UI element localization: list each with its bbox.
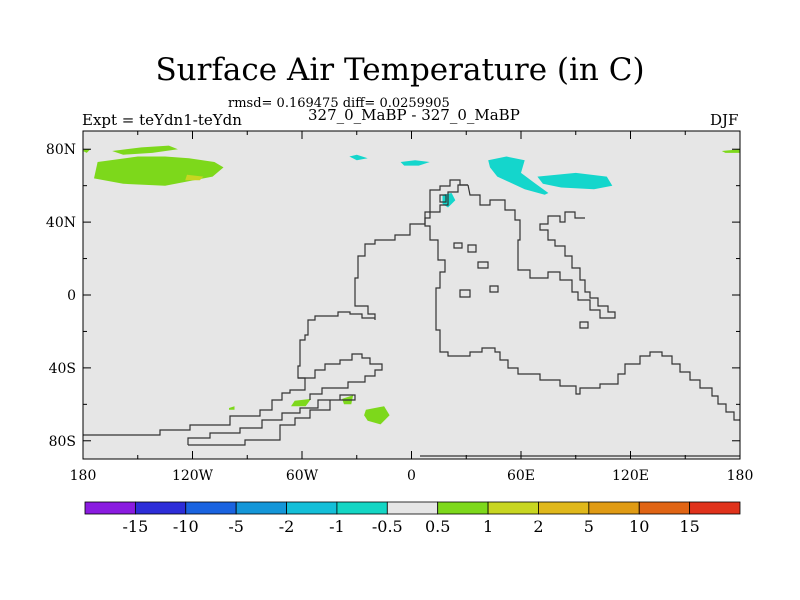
- coastline-island-7: [439, 194, 447, 203]
- coastline-island-6: [579, 321, 589, 329]
- anomaly-region-6: [537, 172, 613, 190]
- x-tick-label: 120W: [172, 468, 214, 484]
- stats-label: rmsd= 0.169475 diff= 0.0259905: [228, 96, 450, 111]
- colorbar-swatch-6: [386, 501, 439, 515]
- colorbar-label: -0.5: [372, 517, 403, 536]
- colorbar-label: 1: [483, 517, 493, 536]
- coastline-island-5: [489, 285, 499, 293]
- experiment-label: Expt = teYdn1-teYdn: [82, 111, 242, 129]
- coastline-baja: [187, 394, 356, 446]
- anomaly-regions: [83, 145, 740, 425]
- colorbar-label: 5: [584, 517, 594, 536]
- coastline-island-2: [467, 244, 477, 253]
- coastline-island-3: [477, 261, 489, 269]
- y-tick-label: 40S: [49, 361, 76, 377]
- coastline-africa: [424, 184, 740, 421]
- axis-ticks: 180 120W 60W 0 60E 120E 180 80N 40N 0 40S 80S: [46, 131, 753, 484]
- colorbar-label: 10: [629, 517, 649, 536]
- anomaly-region-2: [112, 145, 178, 155]
- coastline-eurasia: [467, 184, 616, 319]
- colorbar-swatch-11: [638, 501, 691, 515]
- colorbar-label: 2: [533, 517, 543, 536]
- colorbar: -15 -10 -5 -2 -1 -0.5 0.5 1 2 5 10 15: [84, 501, 741, 536]
- colorbar-swatch-9: [538, 501, 590, 515]
- x-tick-label: 120E: [612, 468, 649, 484]
- x-tick-label: 180: [70, 468, 97, 484]
- y-tick-label: 0: [67, 288, 76, 304]
- colorbar-label: -1: [329, 517, 345, 536]
- coastline-island-1: [453, 242, 463, 249]
- y-tick-label: 40N: [46, 215, 76, 231]
- colorbar-label: -15: [123, 517, 149, 536]
- colorbar-swatch-12: [689, 501, 741, 515]
- anomaly-region-11: [291, 398, 312, 407]
- coastline-south-america: [298, 353, 383, 400]
- colorbar-swatch-2: [185, 501, 237, 515]
- comparison-label: 327_0_MaBP - 327_0_MaBP: [308, 106, 520, 124]
- colorbar-swatch-4: [286, 501, 338, 515]
- x-tick-label: 60E: [507, 468, 535, 484]
- colorbar-label: -5: [228, 517, 244, 536]
- anomaly-region-5: [488, 156, 549, 195]
- coastlines: [83, 179, 740, 457]
- colorbar-swatch-0: [84, 501, 136, 515]
- colorbar-swatch-5: [336, 501, 388, 515]
- coastline-island-4: [459, 289, 471, 298]
- x-tick-label: 60W: [286, 468, 319, 484]
- map-background: [83, 131, 740, 459]
- colorbar-swatch-7: [437, 501, 489, 515]
- x-tick-label: 180: [727, 468, 754, 484]
- anomaly-region-10: [364, 406, 390, 425]
- anomaly-region-13: [229, 406, 235, 410]
- colorbar-swatch-10: [588, 501, 640, 515]
- colorbar-swatch-8: [487, 501, 539, 515]
- anomaly-region-7: [349, 154, 368, 161]
- x-tick-label: 0: [407, 468, 416, 484]
- colorbar-label: 15: [679, 517, 699, 536]
- anomaly-region-3: [83, 149, 91, 153]
- map-title: Surface Air Temperature (in C): [155, 52, 645, 88]
- colorbar-label: 0.5: [425, 517, 450, 536]
- anomaly-region-8: [400, 160, 430, 166]
- colorbar-label: -2: [279, 517, 295, 536]
- colorbar-swatch-1: [134, 501, 187, 515]
- season-label: DJF: [710, 111, 739, 129]
- y-tick-label: 80N: [46, 142, 76, 158]
- anomaly-region-4: [721, 149, 740, 153]
- anomaly-region-1: [185, 174, 204, 181]
- colorbar-label: -10: [173, 517, 199, 536]
- y-tick-label: 80S: [49, 434, 76, 450]
- colorbar-swatch-3: [235, 501, 287, 515]
